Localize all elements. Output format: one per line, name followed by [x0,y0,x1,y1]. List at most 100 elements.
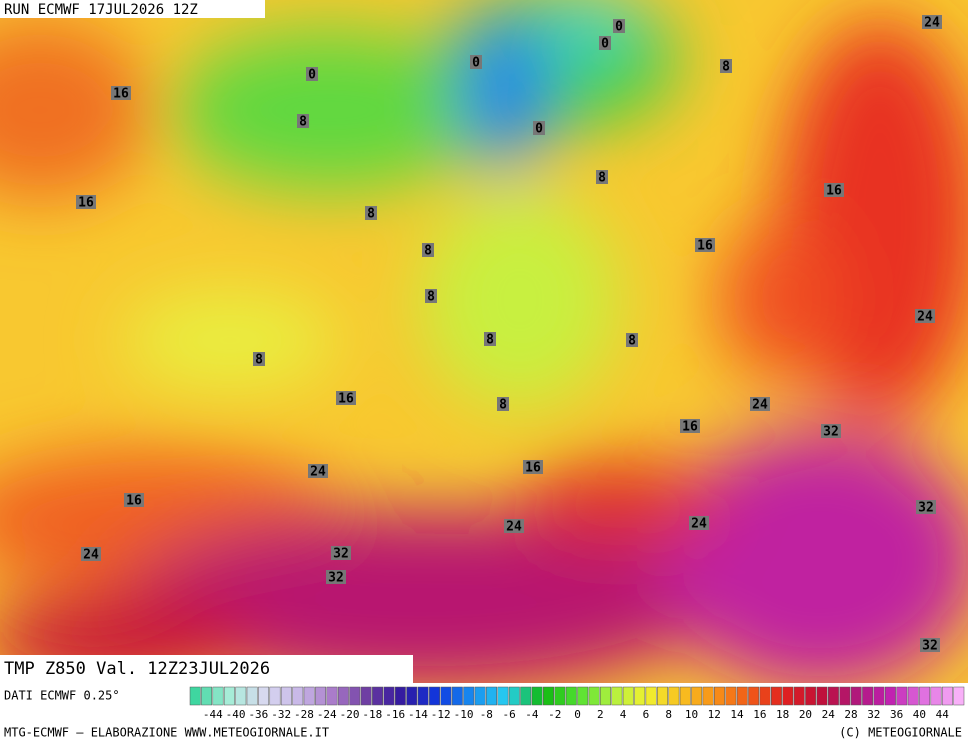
colorbar-label: -36 [248,708,268,721]
colorbar-label: -40 [226,708,246,721]
colorbar-box [280,686,292,706]
contour-label: 16 [697,239,713,254]
contour-label-bg [916,500,936,514]
colorbar-box [474,686,486,706]
colorbar-box [919,686,931,706]
colorbar-box [725,686,737,706]
colorbar-box [759,686,771,706]
contour-label: 8 [628,334,636,349]
colorbar-label: 44 [936,708,950,721]
colorbar-box [600,686,611,706]
contour-label-bg [599,36,611,50]
colorbar-box [429,686,440,706]
colorbar-box [657,686,668,706]
colorbar-box [451,686,463,706]
colorbar-box [360,686,372,706]
colorbar-label: -20 [340,708,360,721]
colorbar-label: -28 [294,708,314,721]
temperature-map [0,0,968,690]
colorbar-label: -8 [480,708,493,721]
contour-label: 24 [83,548,99,563]
colorbar-box [930,686,942,706]
colorbar-label: -24 [317,708,337,721]
colorbar-box [622,686,634,706]
contour-label: 0 [308,68,316,83]
contour-label: 0 [535,122,543,137]
colorbar-label: 32 [867,708,880,721]
contour-label: 32 [918,501,934,516]
colorbar-box [201,686,213,706]
colorbar-box [588,686,600,706]
colorbar-box [816,686,828,706]
colorbar-box [508,686,520,706]
colorbar-box [736,686,748,706]
colorbar-label: 0 [574,708,581,721]
colorbar-box [611,686,623,706]
contour-label-bg [425,289,437,303]
colorbar-box [850,686,862,706]
colorbar-box [440,686,452,706]
colorbar-label: 8 [665,708,672,721]
colorbar-box [417,686,429,706]
contour-label-bg [626,333,638,347]
contour-label-bg [124,493,144,507]
run-label: RUN ECMWF 17JUL2026 12Z [4,2,198,18]
contour-label: 16 [126,494,142,509]
contour-label-bg [695,238,715,252]
contour-label-bg [920,638,940,652]
contour-label: 16 [113,87,129,102]
colorbar-box [292,686,304,706]
colorbar-box [394,686,406,706]
colorbar-box [884,686,896,706]
colorbar-label: 2 [597,708,604,721]
colorbar-label: -12 [431,708,451,721]
contour-label: 16 [78,196,94,211]
contour-label-bg [365,206,377,220]
colorbar-box [235,686,247,706]
colorbar-label: 14 [730,708,744,721]
contour-label-bg [720,59,732,73]
contour-label-bg [76,195,96,209]
colorbar-box [907,686,919,706]
colorbar-box [543,686,554,706]
colorbar-box [782,686,794,706]
colorbar-box [349,686,361,706]
colorbar-label: -16 [385,708,405,721]
contour-label: 8 [299,115,307,130]
colorbar-box [531,686,543,706]
contour-label: 8 [499,398,507,413]
colorbar-box [497,686,509,706]
colorbar-box [372,686,383,706]
credit-label: MTG-ECMWF – ELABORAZIONE WWW.METEOGIORNA… [4,726,329,740]
colorbar-box [565,686,577,706]
contour-label-bg [689,516,709,530]
contour-label: 0 [601,37,609,52]
contour-label: 8 [722,60,730,75]
colorbar-box [873,686,885,706]
colorbar-box [577,686,589,706]
colorbar-label: -4 [525,708,539,721]
colorbar-box [827,686,839,706]
colorbar-label: 40 [913,708,926,721]
contour-label: 0 [472,56,480,71]
contour-label-bg [253,352,265,366]
contour-label: 24 [752,398,768,413]
run-box [0,0,265,18]
colorbar-box [520,686,532,706]
contour-label: 24 [691,517,707,532]
contour-label-bg [111,86,131,100]
colorbar-box [896,686,908,706]
contour-label: 16 [525,461,541,476]
colorbar-label: 10 [685,708,698,721]
contour-label: 24 [924,16,940,31]
colorbar-box [212,686,224,706]
colorbar-label: -14 [408,708,428,721]
colorbar-box [383,686,395,706]
colorbar-box [326,686,338,706]
colorbar-label: 24 [822,708,836,721]
colorbar-box [486,686,497,706]
colorbar-box [941,686,953,706]
colorbar-box [805,686,817,706]
contour-label-bg [484,332,496,346]
contour-label: 8 [367,207,375,222]
